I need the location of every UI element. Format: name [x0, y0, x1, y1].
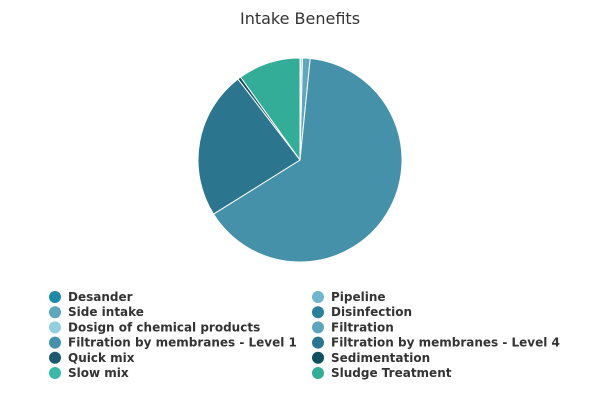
legend-item-5[interactable]: Filtration — [312, 320, 394, 334]
legend-item-0[interactable]: Desander — [49, 290, 133, 304]
pie-slices — [197, 57, 403, 263]
legend-marker-8 — [49, 351, 61, 364]
legend-label-11: Sludge Treatment — [331, 366, 452, 380]
legend-marker-0 — [49, 291, 61, 303]
chart-title: Intake Benefits — [240, 9, 360, 28]
legend-label-3: Disinfection — [331, 305, 412, 319]
legend-item-10[interactable]: Slow mix — [49, 366, 129, 380]
legend-item-3[interactable]: Disinfection — [312, 305, 412, 319]
legend-marker-7 — [312, 336, 324, 349]
legend-item-6[interactable]: Filtration by membranes - Level 1 — [49, 336, 297, 350]
legend-item-2[interactable]: Side intake — [49, 305, 144, 319]
legend-label-8: Quick mix — [68, 351, 135, 365]
legend-marker-5 — [312, 321, 324, 334]
pie-slice-11[interactable] — [240, 57, 301, 161]
legend-label-0: Desander — [68, 290, 133, 304]
legend-label-10: Slow mix — [68, 366, 129, 380]
legend-marker-11 — [312, 367, 324, 379]
legend-label-4: Dosign of chemical products — [68, 320, 260, 334]
legend-label-6: Filtration by membranes - Level 1 — [68, 336, 297, 350]
legend-marker-4 — [49, 321, 61, 334]
legend-label-7: Filtration by membranes - Level 4 — [331, 336, 560, 350]
legend-item-7[interactable]: Filtration by membranes - Level 4 — [312, 336, 560, 350]
legend-item-8[interactable]: Quick mix — [49, 351, 135, 365]
legend-label-5: Filtration — [331, 320, 394, 334]
legend-marker-9 — [312, 351, 324, 364]
legend-marker-6 — [49, 336, 61, 349]
legend-marker-1 — [312, 291, 324, 303]
legend-label-1: Pipeline — [331, 290, 386, 304]
legend-item-11[interactable]: Sludge Treatment — [312, 366, 452, 380]
pie-slice-6[interactable] — [213, 58, 403, 263]
legend: Desander Pipeline Side intake Disinfection D… — [49, 290, 560, 380]
legend-item-4[interactable]: Dosign of chemical products — [49, 320, 260, 334]
legend-marker-10 — [49, 367, 61, 379]
legend-item-1[interactable]: Pipeline — [312, 290, 386, 304]
legend-label-2: Side intake — [68, 305, 144, 319]
legend-item-9[interactable]: Sedimentation — [312, 351, 430, 365]
legend-marker-3 — [312, 306, 324, 319]
legend-marker-2 — [49, 306, 61, 319]
pie-slice-7[interactable] — [197, 78, 301, 215]
legend-label-9: Sedimentation — [331, 351, 430, 365]
